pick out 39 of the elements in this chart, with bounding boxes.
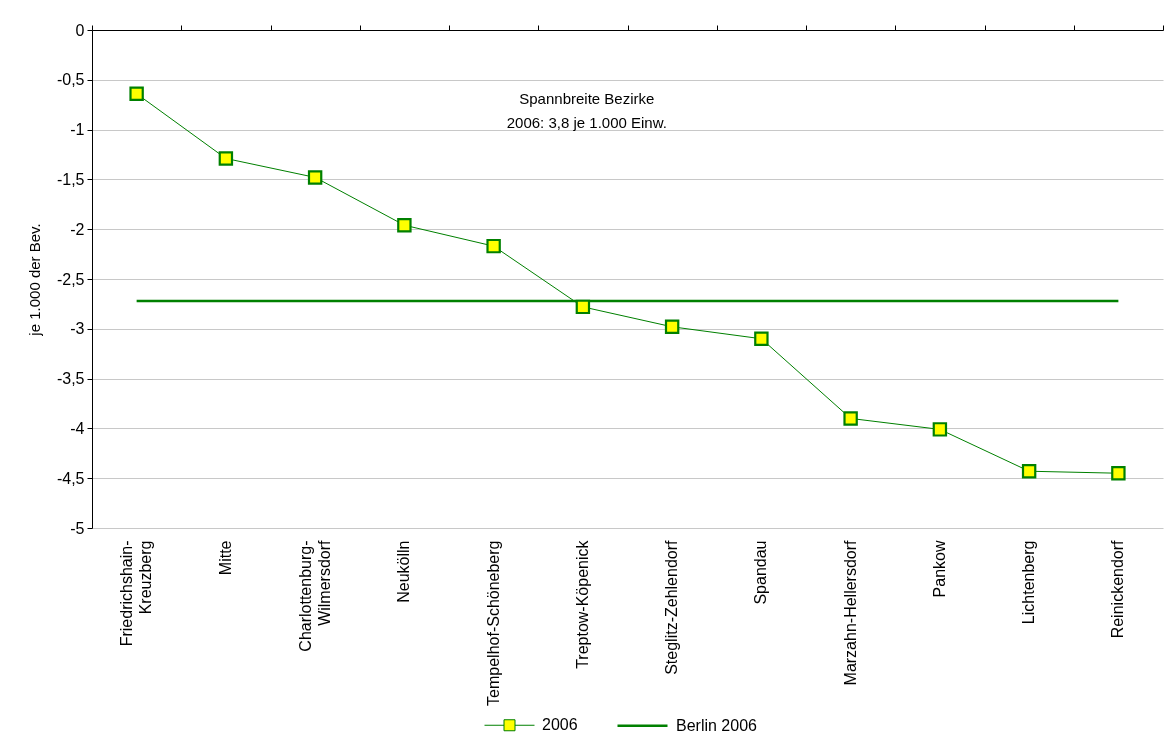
point [1111,466,1126,481]
y-tick-label: 0 [75,21,85,39]
y-tick-label: -3,5 [56,370,85,388]
y-tick-label: -2 [70,220,85,238]
x-tick-label: Pankow [930,540,948,598]
x-tick-label: Neukölln [395,540,413,603]
x-tick-label: Lichtenberg [1020,540,1038,625]
legend-label: 2006 [542,716,578,734]
point [843,411,858,426]
y-tick-label: -3 [70,320,85,338]
point [486,238,501,254]
x-tick-label: Reinickendorf [1109,539,1127,639]
x-tick-label: Mitte [216,540,234,576]
point [397,217,412,233]
point [754,331,769,346]
point [575,299,591,315]
point [932,422,948,437]
y-tick-label: -1,5 [56,170,85,188]
x-tick-label: Spandau [752,540,770,605]
y-tick-label: -1 [70,121,85,139]
x-tick-label: Marzahn-Hellersdorf [841,539,859,686]
point [664,319,680,335]
point [1021,464,1037,479]
point [218,151,234,166]
y-tick-label: -4 [70,419,85,437]
point [129,86,144,101]
x-tick-label: Charlottenburg- Wilmersdorf [296,539,333,652]
annotation: Spannbreite Bezirke 2006: 3,8 je 1.000 Einw. [506,90,667,131]
y-axis-title: je 1.000 der Bev. [25,223,43,337]
y-tick-label: -0,5 [56,71,85,89]
x-tick-label: Treptow-Köpenick [573,539,591,669]
x-tick-label: Friedrichshain- Kreuzberg [118,540,155,647]
legend-label: Berlin 2006 [676,716,758,734]
y-tick-label: -4,5 [56,469,85,487]
x-tick-label: Steglitz-Zehlendorf [663,539,681,675]
y-tick-label: -5 [70,519,85,537]
point [307,170,323,185]
x-tick-label: Tempelhof-Schöneberg [484,540,502,706]
y-tick-label: -2,5 [56,270,85,288]
